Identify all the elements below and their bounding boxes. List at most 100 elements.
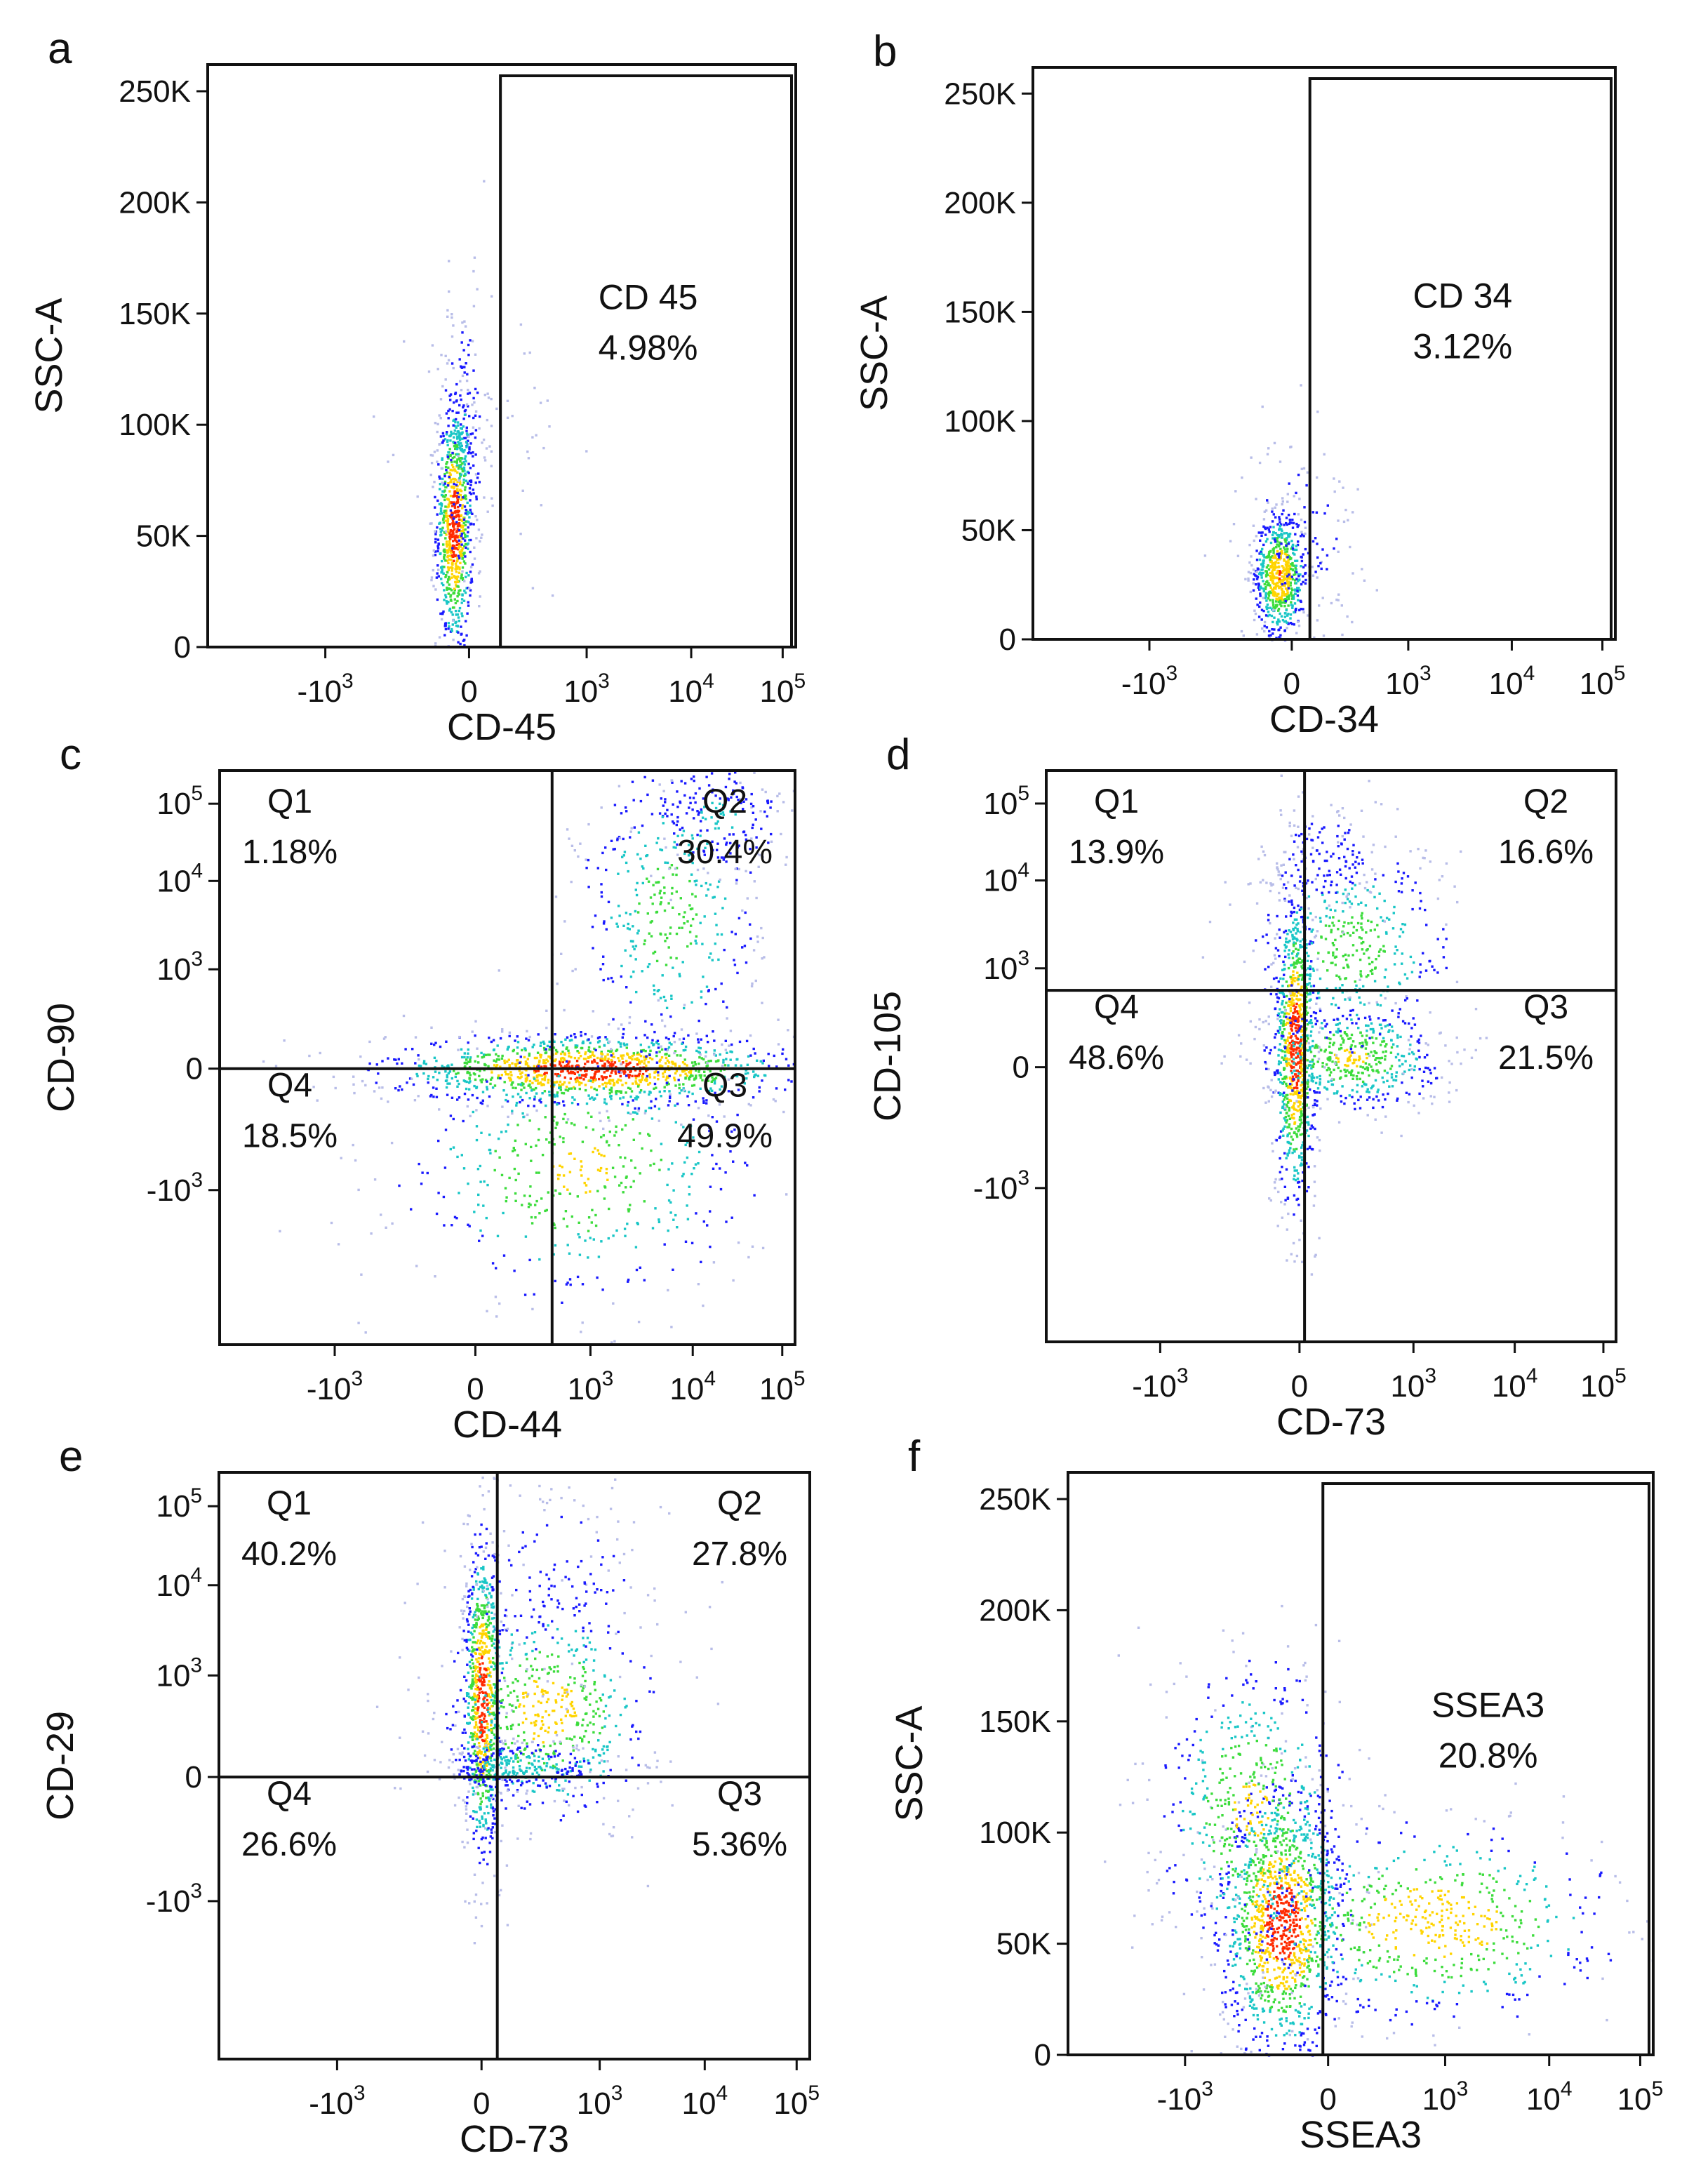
data-point	[417, 1095, 420, 1098]
data-point	[749, 1104, 752, 1107]
data-point	[686, 1074, 688, 1077]
data-point	[1290, 545, 1294, 548]
data-point	[722, 807, 725, 811]
data-point	[1271, 608, 1274, 611]
data-point	[1296, 620, 1300, 623]
data-point	[1275, 572, 1278, 575]
data-point	[1272, 590, 1275, 593]
data-point	[1290, 978, 1293, 980]
data-point	[510, 1084, 513, 1086]
data-point	[448, 542, 451, 545]
data-point	[1278, 534, 1281, 537]
data-point	[436, 526, 439, 529]
data-point	[1295, 582, 1297, 585]
data-point	[623, 1227, 627, 1230]
data-point	[776, 794, 779, 798]
data-point	[587, 1060, 589, 1063]
data-point	[724, 1039, 727, 1042]
data-point	[1203, 554, 1207, 557]
data-point	[1277, 609, 1280, 612]
data-point	[639, 1062, 641, 1065]
data-point	[482, 1056, 486, 1058]
data-point	[511, 415, 514, 418]
data-point	[472, 369, 475, 372]
data-point	[752, 949, 756, 952]
data-point	[683, 782, 687, 785]
data-point	[422, 1072, 425, 1075]
data-point	[689, 942, 693, 945]
data-point	[1292, 1048, 1295, 1051]
data-point	[547, 1055, 550, 1058]
data-point	[711, 801, 714, 804]
data-point	[636, 1085, 640, 1088]
data-point	[573, 1086, 575, 1088]
data-point	[460, 526, 463, 529]
data-point	[455, 495, 459, 498]
data-point	[756, 940, 759, 943]
data-point	[653, 950, 657, 954]
data-point	[450, 362, 454, 365]
data-point	[422, 1060, 426, 1063]
data-point	[1269, 561, 1272, 564]
data-point	[570, 1087, 573, 1090]
data-point	[467, 354, 470, 357]
data-point	[490, 295, 493, 298]
data-point	[456, 560, 459, 563]
data-point	[710, 1080, 713, 1083]
data-point	[1277, 561, 1280, 564]
data-point	[1293, 941, 1295, 944]
data-point	[469, 442, 472, 445]
data-point	[556, 1073, 559, 1076]
data-point	[538, 1059, 541, 1063]
data-point	[560, 1057, 563, 1060]
y-tick-label: 103	[156, 947, 203, 987]
data-point	[1250, 564, 1253, 567]
data-point	[1299, 1076, 1302, 1079]
data-point	[576, 1103, 580, 1106]
data-point	[460, 365, 462, 368]
data-point	[737, 1088, 740, 1091]
data-point	[679, 800, 681, 803]
data-point	[1274, 564, 1276, 567]
data-point	[698, 1074, 701, 1077]
data-point	[568, 1081, 570, 1084]
data-point	[545, 1009, 548, 1012]
data-point	[573, 1072, 576, 1075]
data-point	[1340, 1034, 1342, 1037]
data-point	[620, 1091, 622, 1094]
data-point	[466, 612, 469, 615]
data-point	[715, 1120, 719, 1123]
data-point	[651, 779, 655, 782]
data-point	[713, 1079, 716, 1082]
data-point	[1315, 1091, 1319, 1094]
data-point	[461, 437, 464, 440]
data-point	[1304, 946, 1308, 950]
data-point	[466, 535, 469, 538]
data-point	[1269, 921, 1271, 925]
data-point	[706, 1077, 709, 1080]
data-point	[784, 1088, 787, 1091]
data-point	[624, 806, 627, 809]
data-point	[761, 957, 763, 960]
data-point	[581, 1283, 585, 1286]
data-point	[1337, 550, 1340, 553]
data-point	[627, 1111, 629, 1114]
data-point	[632, 970, 635, 973]
data-point	[726, 841, 728, 844]
data-point	[519, 1096, 522, 1098]
data-point	[450, 589, 453, 592]
data-point	[462, 496, 465, 499]
data-point	[1293, 611, 1297, 613]
data-point	[446, 505, 449, 509]
data-point	[693, 1167, 695, 1170]
data-point	[1293, 1178, 1295, 1180]
data-point	[637, 1084, 641, 1086]
data-point	[435, 1059, 438, 1063]
data-point	[581, 1140, 585, 1143]
data-point	[461, 593, 464, 596]
data-point	[1293, 623, 1295, 626]
data-point	[445, 540, 448, 543]
data-point	[1280, 1037, 1283, 1040]
data-point	[481, 1078, 484, 1081]
data-point	[1289, 446, 1292, 448]
